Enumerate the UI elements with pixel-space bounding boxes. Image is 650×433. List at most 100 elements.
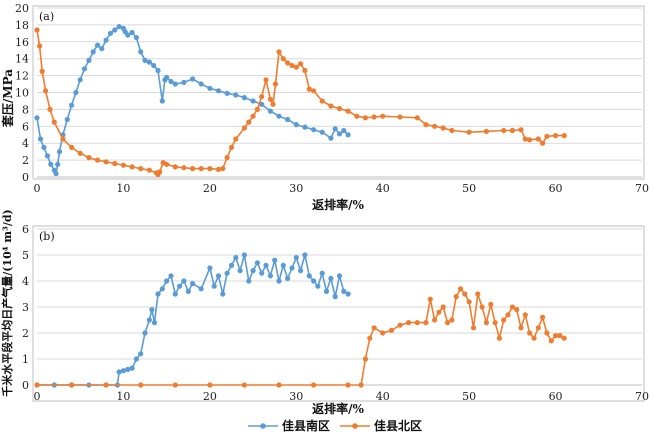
data-point-south-a (64, 116, 70, 123)
data-point-south-b (328, 275, 334, 281)
data-point-south-b (215, 273, 222, 279)
data-point-north-a (77, 150, 83, 156)
xtick-label-a: 70 (635, 182, 649, 195)
data-point-north-a (276, 49, 282, 55)
ytick-label-b: 3 (22, 301, 29, 314)
data-point-north-a (380, 113, 386, 119)
ytick-label-a: 20 (15, 2, 29, 15)
xtick-label-b: 0 (34, 390, 41, 403)
data-point-south-b (224, 270, 230, 276)
data-point-north-a (302, 67, 308, 74)
data-point-north-a (146, 167, 152, 173)
data-point-south-b (207, 265, 213, 271)
data-point-south-b (190, 281, 196, 287)
data-point-south-a (341, 127, 347, 134)
panel-b-xlabel: 返排率/% (312, 401, 364, 416)
data-point-north-a (362, 115, 368, 121)
xtick-label-b: 40 (376, 390, 390, 403)
data-point-north-b (388, 327, 394, 333)
data-point-north-b (444, 320, 451, 326)
data-point-south-a (151, 62, 157, 69)
data-point-south-b (276, 278, 282, 284)
data-point-south-a (138, 49, 144, 55)
data-point-south-a (164, 74, 170, 80)
data-point-north-b (561, 335, 567, 341)
data-point-south-a (250, 98, 256, 104)
data-point-south-b (125, 366, 131, 372)
data-point-north-a (561, 133, 567, 139)
data-point-north-b (470, 325, 477, 331)
data-point-north-a (544, 133, 550, 139)
data-point-north-a (181, 165, 187, 171)
data-point-north-a (319, 98, 325, 104)
data-point-north-b (544, 330, 550, 336)
data-point-south-b (332, 294, 338, 300)
data-point-south-b (168, 273, 174, 279)
data-point-north-a (129, 164, 135, 170)
data-point-north-b (371, 325, 377, 331)
data-point-south-a (207, 85, 213, 91)
data-point-south-b (254, 260, 260, 266)
data-point-north-a (414, 115, 420, 121)
data-point-north-a (69, 144, 75, 150)
data-point-south-b (159, 286, 165, 292)
legend-item-north: 佳县北区 (340, 418, 422, 433)
data-point-south-a (41, 144, 47, 150)
data-point-north-a (553, 133, 559, 139)
data-point-north-b (449, 317, 455, 323)
data-point-south-b (211, 283, 217, 289)
data-point-south-a (311, 127, 317, 133)
data-point-north-a (509, 127, 515, 134)
data-point-north-b (518, 325, 524, 331)
data-point-south-b (336, 273, 343, 279)
data-point-north-b (138, 382, 144, 388)
data-point-north-a (285, 60, 291, 66)
ytick-label-a: 2 (22, 154, 29, 167)
data-point-north-a (535, 136, 541, 142)
legend-label-south: 佳县南区 (282, 418, 330, 433)
data-point-south-b (311, 278, 317, 284)
data-point-south-a (129, 29, 135, 36)
data-point-south-b (138, 351, 144, 357)
data-point-south-b (151, 320, 158, 326)
data-point-south-a (172, 81, 178, 87)
data-point-north-a (280, 56, 286, 62)
xtick-label-b: 70 (635, 390, 649, 403)
data-point-south-a (181, 79, 187, 85)
data-point-south-a (73, 89, 79, 96)
ytick-label-a: 18 (15, 19, 29, 32)
data-point-north-a (103, 159, 109, 165)
data-point-north-b (432, 317, 438, 323)
data-point-south-a (241, 95, 247, 101)
data-point-north-b (514, 307, 520, 313)
ytick-label-a: 8 (22, 103, 29, 116)
data-point-north-a (120, 162, 126, 168)
data-point-north-a (157, 169, 163, 175)
data-point-north-a (289, 62, 295, 69)
data-point-south-a (133, 35, 139, 41)
data-point-north-a (293, 64, 299, 70)
data-point-south-a (48, 161, 54, 167)
xtick-label-b: 60 (549, 390, 563, 403)
data-point-north-b (496, 335, 502, 341)
data-point-north-b (414, 320, 420, 326)
data-point-north-b (453, 294, 459, 300)
data-point-north-a (423, 122, 429, 128)
data-point-south-a (224, 90, 230, 96)
data-point-north-a (39, 68, 45, 74)
data-point-north-b (479, 304, 485, 310)
panel-a-xlabel: 返排率/% (312, 197, 364, 212)
data-point-south-b (185, 288, 191, 294)
data-point-south-b (237, 268, 243, 274)
data-point-north-a (440, 125, 446, 131)
data-point-north-a (254, 106, 260, 112)
data-point-south-b (285, 275, 291, 281)
data-point-north-a (306, 86, 312, 92)
data-point-north-a (224, 155, 230, 161)
data-point-south-a (116, 24, 122, 30)
data-point-north-a (220, 166, 226, 172)
data-point-north-a (270, 101, 276, 107)
data-point-south-b (272, 257, 278, 263)
data-point-north-b (34, 382, 40, 388)
